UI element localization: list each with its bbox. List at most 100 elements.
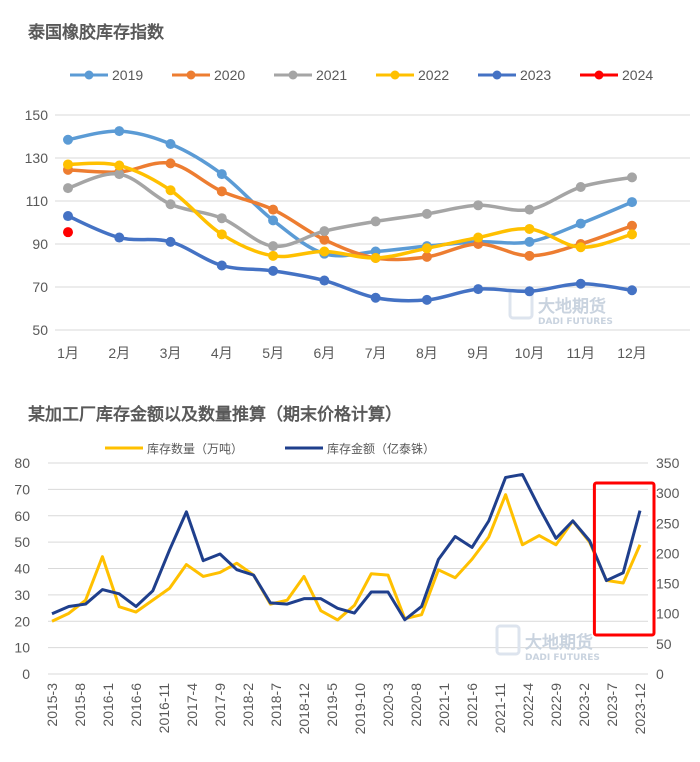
legend-item-2022: 2022 [376, 67, 449, 83]
legend-item-2023: 2023 [478, 67, 551, 83]
data-point-2022 [216, 229, 227, 240]
legend-label: 2020 [214, 67, 245, 83]
x-tick-label: 6月 [313, 345, 335, 361]
data-point-2022 [473, 232, 484, 243]
watermark-text: 大地期货 [525, 632, 593, 653]
x-tick-label: 2020-8 [408, 683, 424, 727]
data-point-2022 [319, 246, 330, 257]
legend-marker [288, 70, 298, 80]
legend-label: 2019 [112, 67, 143, 83]
x-tick-label: 2023-12 [632, 683, 648, 735]
x-tick-label: 2023-7 [604, 683, 620, 727]
data-point-2019 [524, 236, 535, 247]
x-tick-label: 2021-1 [436, 683, 452, 727]
data-point-2019 [268, 215, 279, 226]
y-tick-label: 70 [32, 279, 48, 295]
watermark-text: 大地期货 [538, 296, 606, 317]
x-tick-label: 12月 [617, 345, 647, 361]
x-tick-label: 8月 [416, 345, 438, 361]
data-point-2020 [216, 186, 227, 197]
x-tick-label: 2019-10 [352, 683, 368, 735]
series-line-left [51, 493, 642, 623]
legend-marker [84, 70, 94, 80]
y-left-tick-label: 0 [22, 666, 30, 682]
data-point-2019 [165, 139, 176, 150]
legend-marker [186, 70, 196, 80]
data-point-2023 [216, 260, 227, 271]
y-right-tick-label: 350 [656, 455, 680, 471]
chart1-title: 泰国橡胶库存指数 [28, 22, 165, 43]
data-point-2020 [627, 220, 637, 231]
data-point-2021 [370, 216, 381, 227]
legend-label: 2022 [418, 67, 449, 83]
data-point-2023 [63, 211, 73, 222]
legend-item-2024: 2024 [580, 67, 653, 83]
data-point-2022 [114, 160, 125, 171]
y-left-tick-label: 30 [14, 587, 30, 603]
x-tick-label: 2018-7 [268, 683, 284, 727]
x-tick-label: 2016-6 [128, 683, 144, 727]
y-left-tick-label: 10 [14, 640, 30, 656]
watermark-logo-icon [495, 624, 521, 656]
y-left-tick-label: 60 [14, 508, 30, 524]
data-point-2021 [165, 199, 176, 210]
data-point-2020 [319, 234, 330, 245]
y-tick-label: 150 [25, 107, 49, 123]
data-point-2022 [165, 185, 176, 196]
highlight-box [592, 481, 656, 637]
x-tick-label: 5月 [262, 345, 284, 361]
legend-item-2019: 2019 [70, 67, 143, 83]
data-point-2023 [268, 265, 279, 276]
legend-marker [492, 70, 502, 80]
legend-item: 库存数量（万吨） [105, 441, 243, 456]
data-point-2021 [627, 172, 637, 183]
data-point-2020 [165, 158, 176, 169]
series-line-right [51, 472, 642, 622]
chart1: 50 70 90 110 130 150 1月 2月 3月 4月 5月 6月 7月 8月 9月 10月 11月 1… [25, 67, 690, 361]
legend-label: 库存数量（万吨） [147, 441, 243, 456]
y-tick-label: 90 [32, 236, 48, 252]
y-tick-label: 130 [25, 150, 49, 166]
x-tick-label: 3月 [160, 345, 182, 361]
data-point-2022 [370, 252, 381, 263]
data-point-2019 [63, 134, 73, 145]
data-point-2021 [216, 213, 227, 224]
x-tick-label: 2018-12 [296, 683, 312, 735]
y-right-tick-label: 100 [656, 606, 680, 622]
data-point-2019 [627, 197, 637, 208]
y-left-tick-label: 50 [14, 534, 30, 550]
x-tick-label: 2022-9 [548, 683, 564, 727]
data-point-2019 [575, 218, 586, 229]
x-tick-label: 11月 [566, 345, 595, 361]
legend-label: 2023 [520, 67, 551, 83]
data-point-2021 [575, 182, 586, 193]
series-line-2023 [67, 214, 633, 303]
data-point-2022 [627, 229, 637, 240]
y-tick-label: 110 [26, 193, 49, 209]
x-tick-label: 2017-4 [184, 683, 200, 727]
data-point-2020 [421, 251, 432, 262]
x-tick-label: 10月 [515, 345, 545, 361]
watermark-subtext: DADI FUTURES [538, 317, 613, 327]
y-right-tick-label: 300 [656, 485, 680, 501]
data-point-2023 [473, 284, 484, 295]
y-left-tick-label: 80 [14, 455, 30, 471]
data-point-2019 [114, 126, 125, 137]
x-tick-label: 2月 [108, 345, 130, 361]
data-point-2023 [114, 232, 125, 243]
data-point-2022 [421, 243, 432, 254]
legend-marker [390, 70, 400, 80]
x-tick-label: 9月 [467, 345, 489, 361]
data-point-2021 [473, 200, 484, 211]
y-right-tick-label: 50 [656, 636, 672, 652]
legend-label: 2024 [622, 67, 653, 83]
data-point-2023 [627, 285, 637, 296]
x-tick-label: 2023-2 [576, 683, 592, 727]
x-tick-label: 2020-3 [380, 683, 396, 727]
x-tick-label: 2021-11 [492, 683, 508, 734]
data-point-2023 [524, 286, 535, 297]
chart2-title: 某加工厂库存金额以及数量推算（期末价格计算） [28, 404, 402, 425]
y-right-tick-label: 250 [656, 515, 680, 531]
y-left-tick-label: 70 [14, 481, 30, 497]
